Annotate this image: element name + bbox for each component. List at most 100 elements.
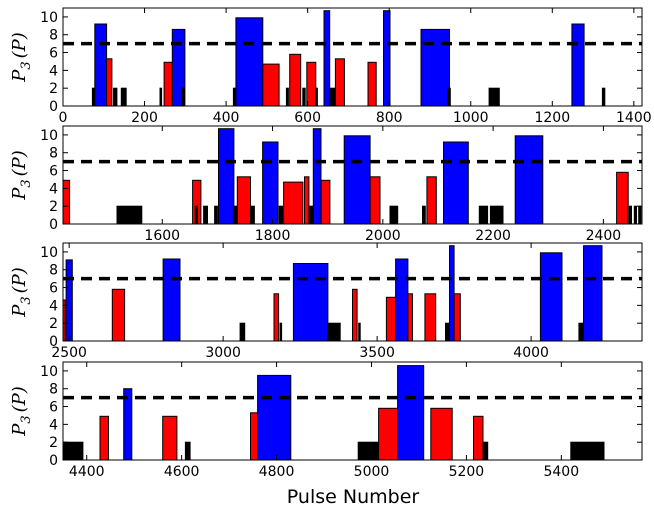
bar-mid: [262, 63, 280, 106]
panel-frame: [62, 7, 643, 107]
bar-low: [638, 205, 642, 224]
bar-mid: [352, 288, 358, 341]
y-tick-label: 2: [49, 316, 58, 332]
panel-4: 0 2 46 8 10 4400 4600 4800 5000 5200 5400 P3 (P): [9, 361, 643, 480]
y-axis-label-main: P: [9, 69, 30, 83]
bar-high: [514, 135, 544, 224]
panel-4-plot-area: [63, 365, 642, 460]
bar-low: [181, 87, 185, 106]
y-tick-label: 6: [49, 46, 58, 62]
bar-high: [262, 141, 279, 224]
bar-mid: [304, 176, 310, 224]
bar-low: [120, 87, 127, 106]
bar-mid: [192, 179, 202, 224]
bar-low: [285, 87, 289, 106]
y-tick-label: 10: [40, 245, 58, 261]
panel-frame: [62, 242, 643, 342]
x-tick-label: 2200: [475, 228, 511, 244]
x-tick-label: 5000: [354, 464, 390, 480]
y-tick-label: 10: [40, 364, 58, 380]
bar-mid: [378, 407, 399, 460]
bar-low: [482, 441, 489, 460]
y-tick-label: 2: [49, 81, 58, 97]
bar-low: [478, 205, 489, 224]
x-tick-label: 1200: [534, 110, 570, 126]
bar-mid: [430, 407, 453, 460]
bar-mid: [162, 415, 178, 460]
bar-low: [389, 205, 399, 224]
x-tick-label: 400: [213, 110, 240, 126]
y-tick-label: 8: [49, 263, 58, 279]
bar-mid: [250, 412, 259, 460]
bar-high: [571, 23, 585, 106]
bar-low: [445, 322, 450, 341]
x-tick-label: 4600: [164, 464, 200, 480]
bar-mid: [111, 288, 126, 341]
bar-mid: [385, 296, 397, 341]
x-tick-label: 0: [59, 110, 68, 126]
bar-high: [235, 17, 264, 106]
y-tick-label: 8: [49, 382, 58, 398]
x-tick-label: 1000: [453, 110, 489, 126]
bar-mid: [106, 58, 113, 106]
bar-mid: [63, 299, 66, 341]
y-tick-label: 2: [49, 435, 58, 451]
bar-low: [113, 87, 118, 106]
y-tick-label: 4: [49, 63, 58, 79]
bar-low: [570, 441, 605, 460]
bar-high: [94, 23, 108, 106]
y-tick-label: 8: [49, 28, 58, 44]
bar-high: [312, 128, 322, 224]
x-tick-label: 600: [294, 110, 321, 126]
bar-mid: [236, 176, 252, 224]
x-tick-label: 4800: [259, 464, 295, 480]
y-axis-label-main: P: [9, 187, 30, 201]
bar-low: [601, 87, 606, 106]
bar-low: [194, 205, 199, 224]
x-tick-label: 3500: [359, 345, 395, 361]
y-axis-label-main: P: [9, 423, 30, 437]
bar-low: [184, 441, 191, 460]
y-axis-label: P3 (P): [9, 32, 34, 83]
bar-mid: [369, 176, 381, 224]
bar-low: [628, 205, 632, 224]
bar-high: [539, 252, 563, 341]
bar-low: [279, 322, 283, 341]
bar-low: [250, 205, 255, 224]
bar-mid: [99, 415, 109, 460]
y-tick-label: 10: [40, 128, 58, 144]
y-tick-label: 4: [49, 298, 58, 314]
bar-low: [278, 205, 284, 224]
bar-high: [343, 135, 371, 224]
bar-low: [422, 205, 426, 224]
panel-2-plot-area: [63, 128, 642, 224]
bar-mid: [163, 61, 173, 106]
bar-mid: [289, 53, 302, 106]
bar-low: [633, 205, 637, 224]
y-tick-label: 2: [49, 199, 58, 215]
bar-low: [91, 87, 95, 106]
y-tick-label: 8: [49, 146, 58, 162]
bar-mid: [367, 61, 377, 106]
panel-3-plot-area: [63, 245, 642, 341]
y-tick-label: 10: [40, 10, 58, 26]
bar-low: [116, 205, 143, 224]
bar-low: [328, 322, 341, 341]
y-axis-label-sub: 3: [19, 296, 34, 304]
x-tick-label: 200: [131, 110, 158, 126]
y-tick-label: 6: [49, 281, 58, 297]
bar-low: [203, 205, 209, 224]
y-tick-label: 6: [49, 164, 58, 180]
x-tick-label: 800: [376, 110, 403, 126]
y-axis-label-arg: (P): [9, 386, 30, 412]
bar-low: [233, 205, 238, 224]
bar-low: [489, 205, 499, 224]
bar-low: [329, 87, 336, 106]
bar-mid: [283, 181, 304, 224]
y-axis-label-arg: (P): [9, 32, 30, 58]
bar-mid: [453, 293, 461, 341]
panel-3: 0 2 46 8 10 2500 3000 3500 4000 P3 (P): [9, 242, 643, 361]
bar-high: [449, 245, 455, 341]
bar-mid: [273, 293, 280, 341]
